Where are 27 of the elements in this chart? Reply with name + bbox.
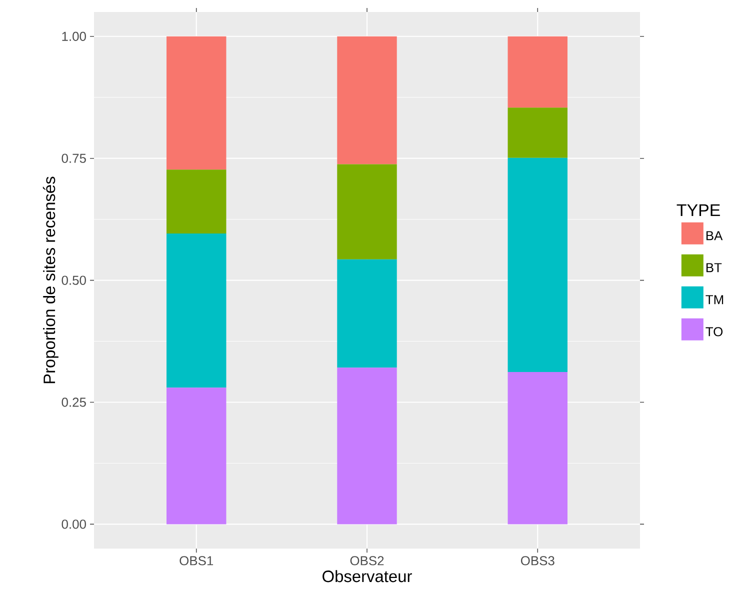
legend-title: TYPE [676,204,720,216]
bar [508,108,568,158]
y-tick-label: 0.25 [62,398,86,407]
y-tick-label: 1.00 [62,32,86,41]
legend-label: TO [706,327,723,336]
bar [337,36,397,164]
y-tick-label: 0.00 [62,520,86,529]
bar [337,164,397,260]
bar [166,36,226,170]
legend-label: BA [706,231,723,240]
bar [337,259,397,368]
bar [508,158,568,372]
bar [166,233,226,388]
bar [508,372,568,524]
bar [166,170,226,234]
x-tick-label: OBS3 [520,556,554,566]
bar [337,368,397,524]
y-tick-label: 0.50 [62,276,86,285]
legend-label: BT [706,263,722,272]
y-tick-label: 0.75 [62,154,86,163]
x-tick-label: OBS2 [350,556,384,566]
legend-label: TM [706,295,724,304]
x-tick-label: OBS1 [180,556,214,566]
y-axis-title: Proportion de sites recensés [42,176,58,384]
x-axis-title: Observateur [322,570,412,582]
bar [166,388,226,524]
bar [508,36,568,108]
